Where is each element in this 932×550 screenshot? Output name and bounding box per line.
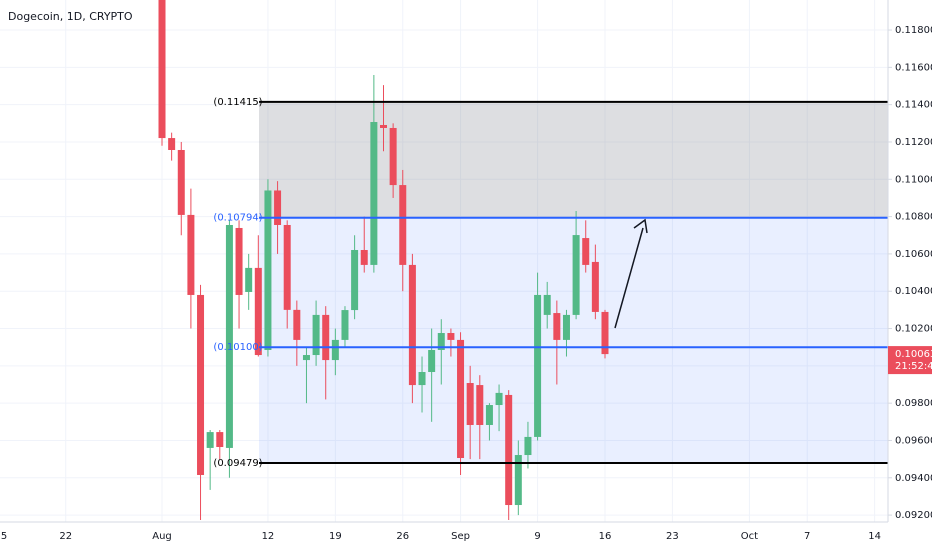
x-tick-label: 22 bbox=[59, 531, 72, 542]
candle-body bbox=[370, 122, 378, 265]
candle-body bbox=[466, 383, 474, 425]
candle-body bbox=[360, 249, 368, 265]
candle-body bbox=[302, 355, 310, 361]
candle-body bbox=[312, 314, 320, 356]
x-tick-label: 19 bbox=[329, 531, 342, 542]
candle-body bbox=[225, 224, 233, 448]
chart-title: Dogecoin, 1D, CRYPTO bbox=[8, 10, 133, 23]
candle-body bbox=[447, 333, 455, 340]
candle-body bbox=[582, 238, 590, 265]
candle-body bbox=[341, 310, 349, 340]
countdown: 21:52:49 bbox=[895, 361, 932, 372]
level-label: (0.10794) bbox=[213, 213, 262, 224]
candle-body bbox=[485, 405, 493, 425]
candle-body bbox=[264, 190, 272, 350]
level-label: (0.10100) bbox=[213, 342, 262, 353]
candle-body bbox=[245, 267, 253, 292]
candle-body bbox=[495, 392, 503, 406]
candle-body bbox=[187, 214, 195, 295]
candle-body bbox=[457, 339, 465, 459]
candle-body bbox=[399, 185, 407, 265]
candle-body bbox=[331, 339, 339, 361]
candle-body bbox=[476, 385, 484, 425]
x-tick-label: 5 bbox=[1, 531, 7, 542]
candle-body bbox=[428, 349, 436, 373]
x-tick-label: 7 bbox=[804, 531, 810, 542]
candle-body bbox=[562, 314, 570, 340]
arrow-head bbox=[633, 218, 648, 234]
candle-body bbox=[591, 261, 599, 312]
plot bbox=[158, 0, 609, 520]
candle-body bbox=[197, 294, 205, 475]
y-tick-label: 0.11800 bbox=[895, 25, 932, 36]
candle-body bbox=[206, 432, 214, 448]
candle-body bbox=[274, 190, 282, 225]
candle-body bbox=[553, 313, 561, 340]
axes: 0.092000.094000.096000.098000.100000.102… bbox=[1, 25, 932, 542]
x-tick-label: 26 bbox=[396, 531, 409, 542]
candle-body bbox=[514, 455, 522, 506]
candle-body bbox=[389, 127, 397, 186]
candle-body bbox=[254, 267, 262, 356]
x-tick-label: Oct bbox=[741, 531, 758, 542]
candle-body bbox=[293, 309, 301, 340]
candle-body bbox=[283, 224, 291, 310]
candle-body bbox=[351, 249, 359, 311]
candle-body bbox=[408, 264, 416, 386]
x-tick-label: Sep bbox=[451, 531, 470, 542]
candle-body bbox=[322, 314, 330, 361]
x-tick-label: 12 bbox=[262, 531, 275, 542]
candle-body bbox=[177, 149, 185, 215]
zone-upper bbox=[259, 101, 888, 218]
candle-body bbox=[216, 432, 224, 448]
candle-body bbox=[437, 333, 445, 350]
candle-body bbox=[505, 394, 513, 506]
candle-body bbox=[543, 294, 551, 315]
candle-body bbox=[158, 0, 166, 139]
candle-body bbox=[418, 372, 426, 386]
x-tick-label: 23 bbox=[666, 531, 679, 542]
candle-body bbox=[380, 124, 387, 128]
last-price-label: 0.10063 bbox=[895, 349, 932, 360]
x-tick-label: 16 bbox=[599, 531, 612, 542]
candle-body bbox=[168, 138, 176, 150]
last-price-box bbox=[888, 346, 932, 375]
level-label: (0.09479) bbox=[213, 458, 262, 469]
x-tick-label: Aug bbox=[152, 531, 172, 542]
level-label: (0.11415) bbox=[213, 97, 262, 108]
overlay: (0.11415) (0.10794) (0.10100) (0.09479) bbox=[213, 97, 888, 469]
candle-body bbox=[572, 235, 580, 315]
candle-body bbox=[601, 311, 609, 355]
candle-body bbox=[534, 294, 542, 437]
arrow bbox=[614, 227, 644, 329]
candle-body bbox=[235, 227, 243, 295]
x-tick-label: 9 bbox=[534, 531, 540, 542]
candle-body bbox=[524, 436, 532, 456]
x-tick-label: 14 bbox=[868, 531, 881, 542]
